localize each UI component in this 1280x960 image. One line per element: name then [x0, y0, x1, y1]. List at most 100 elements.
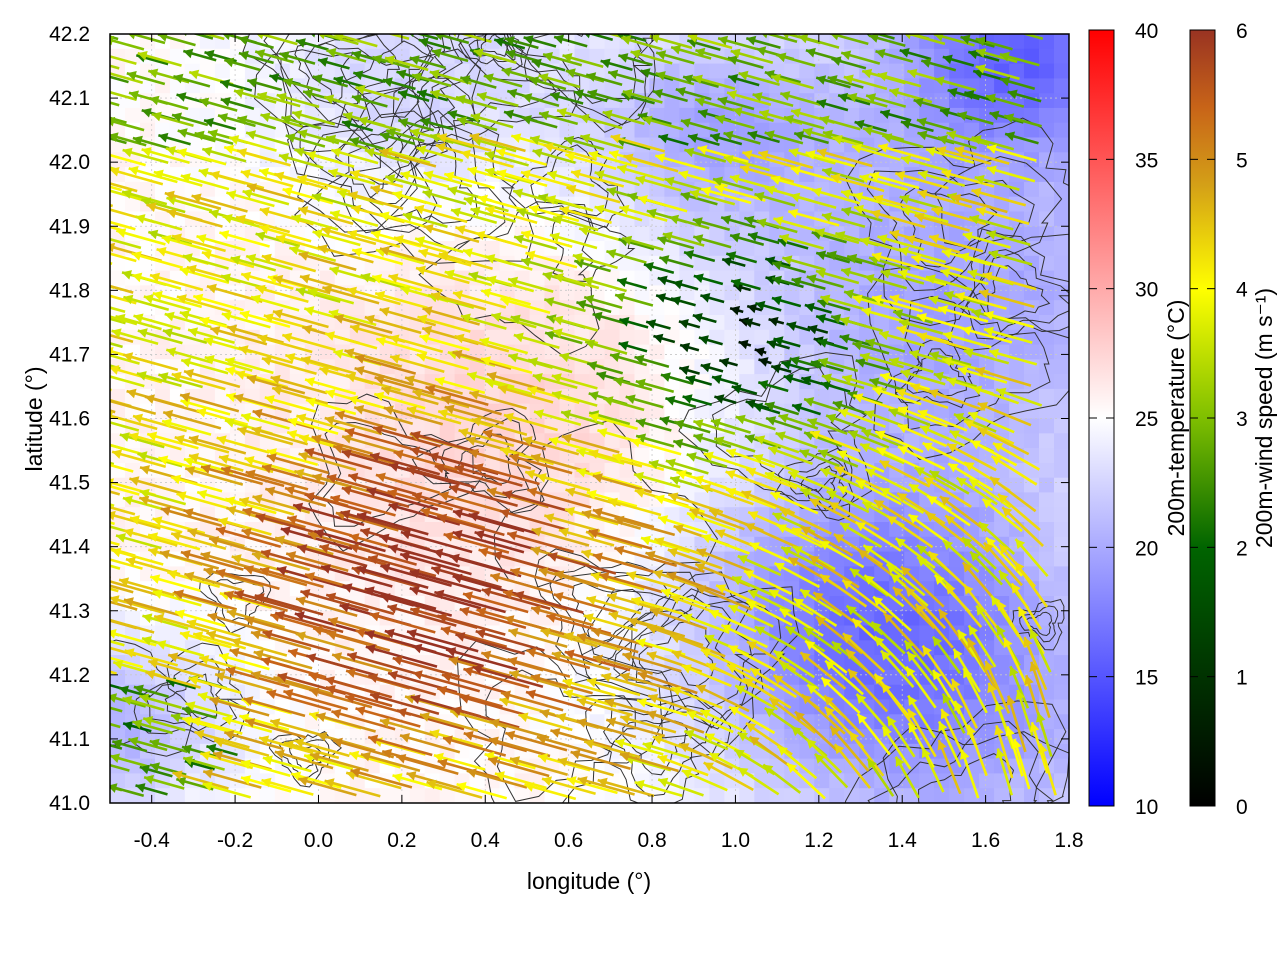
temperature-cell: [1039, 462, 1055, 479]
temperature-cell: [169, 241, 186, 257]
temperature-cell: [169, 359, 186, 375]
temperature-cell: [379, 788, 396, 803]
temperature-cell: [1054, 359, 1069, 375]
wind-arrow: [50, 518, 101, 535]
temperature-cell: [1054, 107, 1069, 124]
temperature-cell: [979, 743, 995, 760]
wind-arrow: [45, 570, 91, 585]
temperature-cell: [1054, 566, 1069, 582]
temperature-cell: [634, 270, 651, 287]
wind-arrow: [41, 367, 97, 385]
temperature-cell: [1054, 551, 1069, 568]
temperature-cell: [1039, 522, 1055, 538]
temperature-cell: [1054, 374, 1069, 390]
temperature-cell: [1039, 507, 1055, 523]
temperature-cell: [1009, 522, 1025, 538]
temperature-cell: [1054, 507, 1069, 523]
temperature-cell: [184, 34, 201, 50]
temperature-cell: [319, 788, 336, 803]
temperature-cell: [1054, 34, 1069, 50]
temperature-cell: [769, 388, 786, 405]
temperature-cell: [394, 581, 411, 597]
temperature-cell: [859, 788, 875, 803]
temperature-cell: [709, 315, 726, 331]
temperature-cell: [424, 522, 441, 538]
temperature-cell: [1024, 196, 1040, 213]
temperature-cell: [649, 344, 666, 361]
temperature-cell: [349, 640, 366, 656]
temperature-cell: [199, 181, 216, 198]
temperature-cell: [140, 344, 156, 361]
temperature-cell: [949, 788, 965, 803]
temperature-cell: [1039, 418, 1055, 435]
temperature-cell: [304, 63, 321, 80]
temperature-cell: [155, 344, 171, 361]
temperature-cell: [214, 418, 231, 435]
temperature-cell: [155, 625, 171, 642]
temperature-cell: [844, 714, 860, 730]
temperature-cell: [214, 758, 231, 775]
temperature-cell: [229, 122, 246, 139]
temperature-cell: [1039, 433, 1055, 449]
temperature-cell: [799, 285, 816, 301]
temperature-cell: [559, 359, 576, 375]
temperature-cell: [1054, 684, 1069, 701]
temperature-cell: [1054, 669, 1069, 686]
temperature-cell: [110, 403, 126, 420]
temperature-cell: [1054, 403, 1069, 420]
temperature-cell: [1054, 63, 1069, 80]
temperature-cell: [244, 241, 261, 257]
temperature-cell: [829, 788, 846, 803]
temperature-cell: [289, 300, 306, 316]
temperature-cell: [634, 122, 651, 139]
temperature-cell: [259, 300, 276, 316]
temperature-cell: [994, 788, 1010, 803]
plot-area: [41, 34, 1069, 803]
temperature-cell: [1054, 241, 1069, 257]
temperature-cell: [1054, 522, 1069, 538]
temperature-cell: [1054, 640, 1069, 656]
temperature-cell: [559, 285, 576, 301]
temperature-cell: [439, 418, 456, 435]
temperature-cell: [634, 226, 651, 242]
temperature-cell: [964, 122, 980, 139]
temperature-cell: [1039, 388, 1055, 405]
temperature-cell: [469, 181, 486, 198]
temperature-cell: [979, 788, 995, 803]
temperature-cell: [1039, 78, 1055, 94]
temperature-cell: [1024, 181, 1040, 198]
temperature-cell: [334, 300, 351, 316]
temperature-cell: [604, 329, 621, 346]
temperature-cell: [1024, 403, 1040, 420]
temperature-cell: [1054, 78, 1069, 94]
temperature-cell: [1054, 788, 1069, 803]
wind-arrow: [62, 74, 97, 86]
temperature-cell: [1054, 448, 1069, 464]
temperature-cell: [184, 226, 201, 242]
temperature-cell: [604, 270, 621, 287]
temperature-cell: [319, 581, 336, 597]
temperature-cell: [439, 788, 456, 803]
temperature-cell: [125, 107, 141, 124]
temperature-cell: [169, 78, 186, 94]
temperature-cell: [394, 93, 411, 109]
temperature-cell: [274, 581, 291, 597]
temperature-cell: [364, 63, 381, 80]
temperature-cell: [125, 196, 141, 213]
temperature-cell: [754, 788, 771, 803]
temperature-cell: [1039, 107, 1055, 124]
temperature-cell: [199, 788, 216, 803]
temperature-cell: [589, 241, 606, 257]
wind-arrow: [66, 704, 104, 717]
temperature-cell: [979, 122, 995, 139]
temperature-cell: [949, 63, 965, 80]
temperature-cell: [244, 226, 261, 242]
temperature-cell: [184, 788, 201, 803]
temperature-cell: [379, 34, 396, 50]
temperature-cell: [110, 255, 126, 272]
temperature-cell: [125, 669, 141, 686]
temperature-cell: [244, 788, 261, 803]
temperature-cell: [1039, 285, 1055, 301]
temperature-cell: [424, 788, 441, 803]
temperature-cell: [1054, 477, 1069, 494]
